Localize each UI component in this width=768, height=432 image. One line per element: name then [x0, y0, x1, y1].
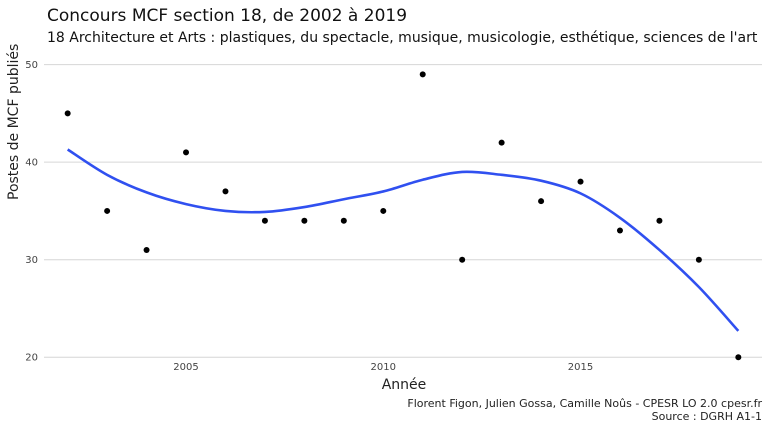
x-tick-2015: 2015	[568, 362, 593, 373]
data-point-2014	[538, 198, 545, 205]
data-point-2016	[616, 227, 623, 234]
grid-lines	[44, 64, 762, 358]
y-tick-40: 40	[25, 158, 38, 169]
data-point-2012	[459, 256, 466, 263]
x-axis-label: Année	[382, 377, 427, 393]
data-point-2009	[340, 217, 347, 224]
data-point-2002	[64, 110, 71, 117]
x-tick-2005: 2005	[173, 362, 198, 373]
x-tick-2010: 2010	[371, 362, 396, 373]
data-point-2006	[222, 188, 229, 195]
y-tick-50: 50	[25, 60, 38, 71]
caption-source: Source : DGRH A1-1	[651, 410, 762, 423]
y-tick-labels: 20 30 40 50	[25, 60, 38, 364]
data-point-2011	[419, 71, 426, 78]
data-point-2008	[301, 217, 308, 224]
y-tick-20: 20	[25, 353, 38, 364]
data-point-2004	[143, 246, 150, 253]
smooth-trend-line	[66, 148, 740, 332]
y-tick-30: 30	[25, 255, 38, 266]
data-point-2018	[695, 256, 702, 263]
data-point-2010	[380, 207, 387, 214]
data-point-2015	[577, 178, 584, 185]
data-point-2017	[656, 217, 663, 224]
chart-subtitle: 18 Architecture et Arts : plastiques, du…	[47, 30, 758, 46]
data-point-2013	[498, 139, 505, 146]
x-tick-labels: 2005 2010 2015	[173, 362, 593, 373]
caption: Florent Figon, Julien Gossa, Camille Noû…	[407, 397, 762, 423]
caption-authors: Florent Figon, Julien Gossa, Camille Noû…	[407, 397, 762, 410]
chart-title: Concours MCF section 18, de 2002 à 2019	[47, 6, 408, 26]
data-point-2005	[183, 149, 190, 156]
data-point-2003	[104, 207, 111, 214]
data-points	[64, 71, 742, 361]
data-point-2019	[735, 354, 742, 361]
data-point-2007	[261, 217, 268, 224]
